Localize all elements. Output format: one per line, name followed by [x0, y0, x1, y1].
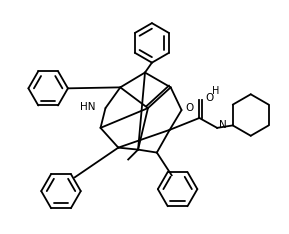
Text: N: N — [219, 120, 227, 130]
Text: O: O — [186, 103, 194, 113]
Text: O: O — [205, 93, 214, 103]
Text: HN: HN — [80, 102, 96, 112]
Text: H: H — [212, 86, 220, 96]
